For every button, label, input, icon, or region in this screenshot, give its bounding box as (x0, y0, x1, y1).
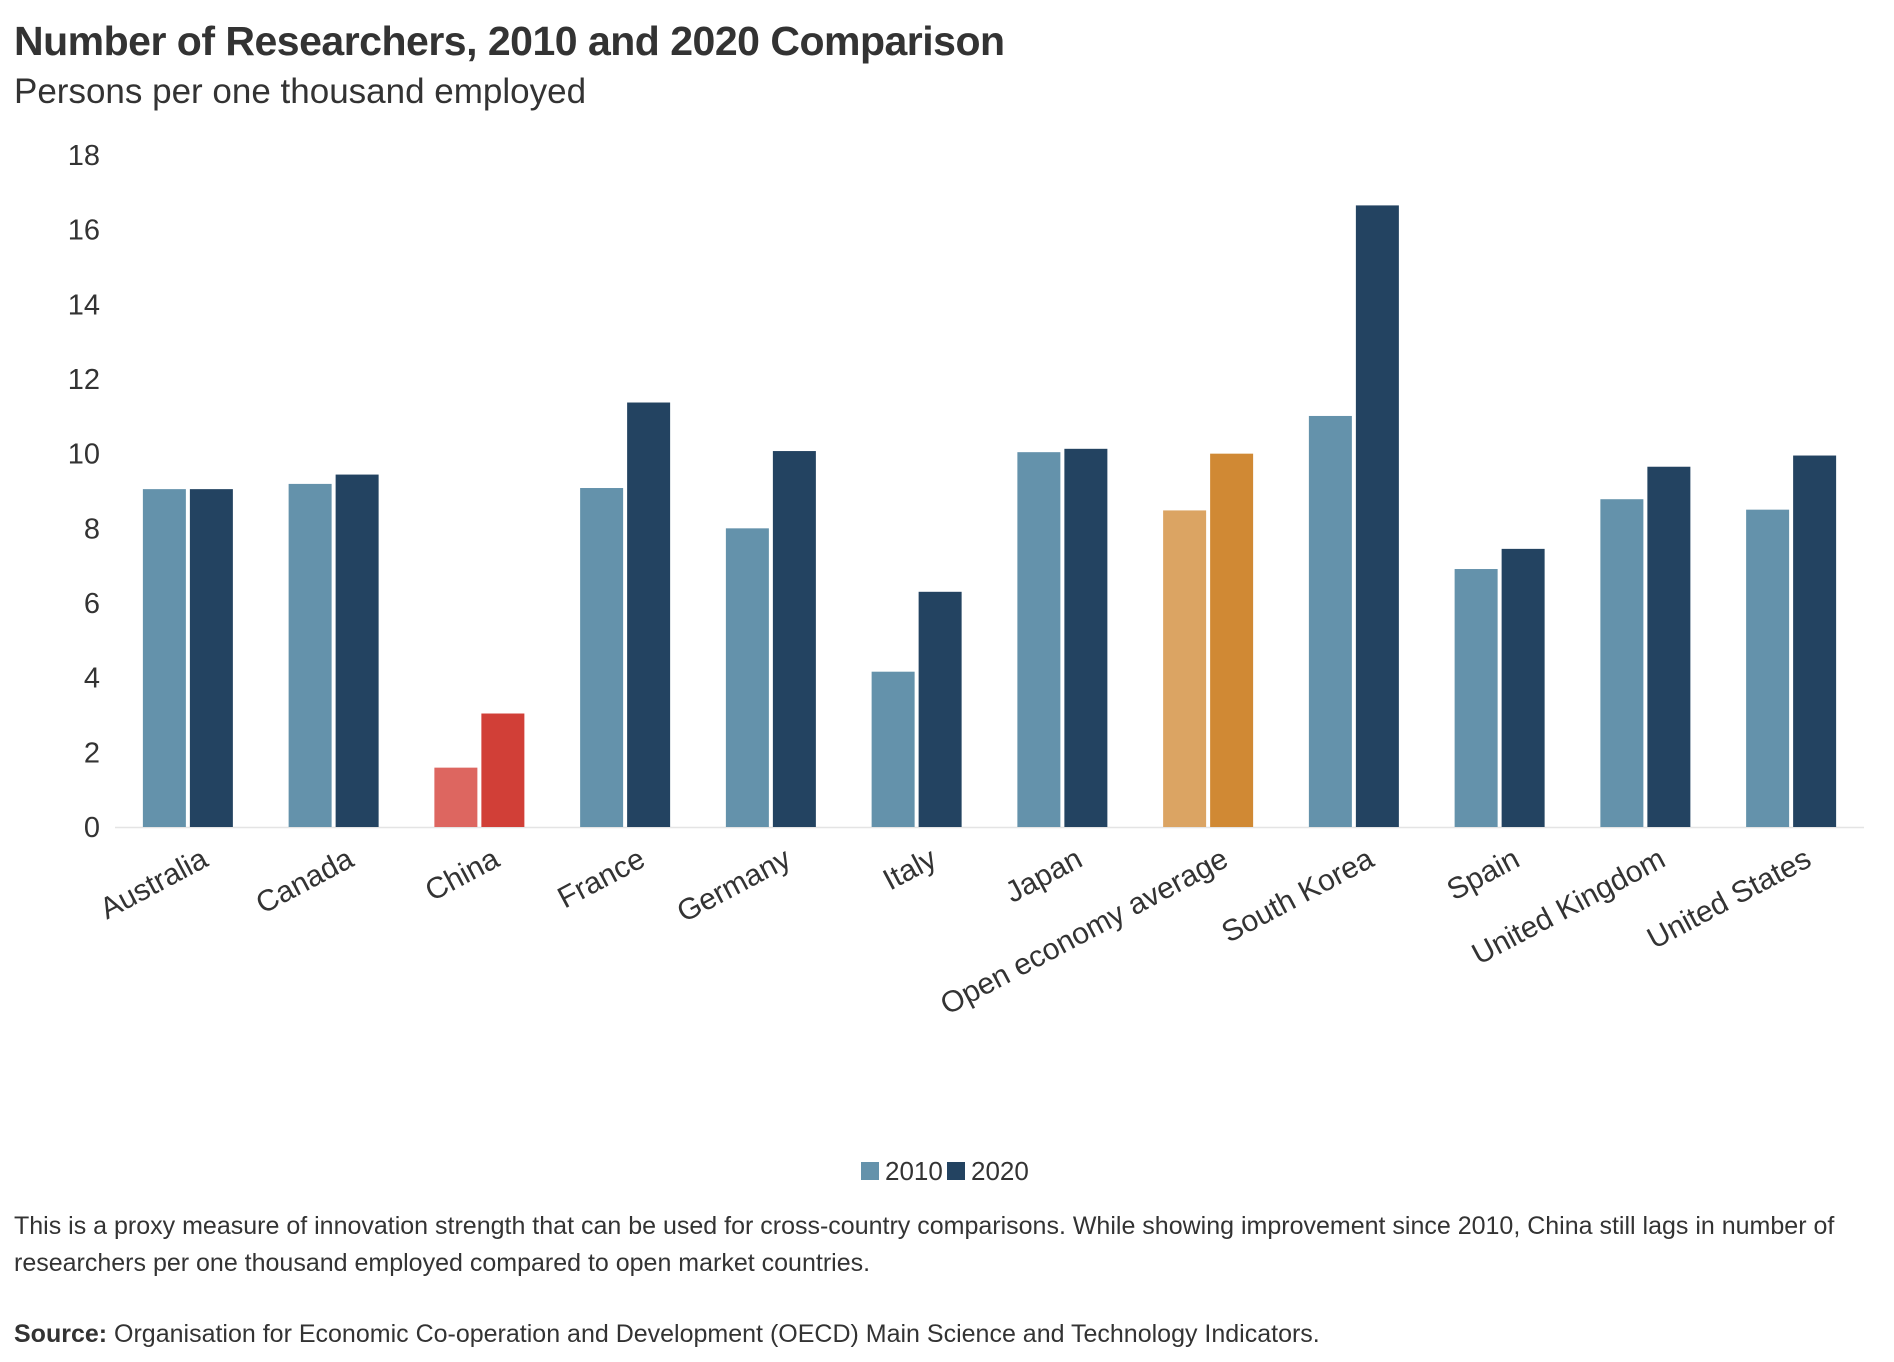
x-tick-label: Germany (672, 842, 796, 929)
x-tick-label: South Korea (1216, 842, 1379, 950)
bar-2010-united-kingdom (1600, 499, 1644, 827)
bar-2010-italy (871, 671, 915, 827)
bar-2020-china (481, 713, 525, 827)
x-tick-label: Italy (878, 842, 942, 897)
source-label: Source: (14, 1320, 108, 1348)
bar-2020-germany (772, 451, 816, 827)
bar-2020-italy (918, 591, 962, 827)
bar-2010-spain (1454, 569, 1498, 827)
bar-2020-canada (335, 474, 379, 827)
chart-note: This is a proxy measure of innovation st… (14, 1212, 1835, 1277)
chart-title: Number of Researchers, 2010 and 2020 Com… (14, 18, 1005, 64)
bar-2010-japan (1017, 452, 1061, 827)
y-tick-label: 6 (84, 588, 100, 620)
y-tick-label: 4 (84, 663, 100, 695)
y-tick-label: 0 (84, 812, 100, 844)
bar-2010-china (434, 767, 478, 827)
bar-2020-france (627, 402, 671, 827)
y-tick-label: 2 (84, 737, 100, 769)
bar-2010-south-korea (1308, 415, 1352, 827)
bar-2010-united-states (1746, 509, 1790, 827)
legend-swatch-2010 (861, 1162, 879, 1180)
legend-label-2010: 2010 (885, 1156, 943, 1186)
bar-2010-canada (288, 483, 332, 827)
legend-swatch-2020 (947, 1162, 965, 1180)
x-tick-label: France (552, 842, 650, 915)
bar-2010-australia (142, 489, 186, 827)
y-tick-label: 8 (84, 513, 100, 545)
y-tick-label: 10 (68, 439, 100, 471)
bar-2020-open-economy-average (1210, 453, 1254, 827)
bar-2010-france (580, 488, 624, 827)
bar-2020-south-korea (1355, 205, 1399, 827)
y-tick-label: 12 (68, 364, 100, 396)
bar-2010-open-economy-average (1163, 510, 1207, 827)
y-tick-label: 14 (68, 289, 100, 321)
legend-label-2020: 2020 (971, 1156, 1029, 1186)
y-tick-label: 18 (68, 140, 100, 172)
source-text: Organisation for Economic Co-operation a… (107, 1320, 1320, 1348)
bar-2010-germany (725, 528, 769, 827)
y-tick-label: 16 (68, 215, 100, 247)
bar-2020-japan (1064, 448, 1108, 827)
x-tick-label: Australia (95, 842, 214, 926)
chart-subtitle: Persons per one thousand employed (14, 72, 587, 111)
x-tick-label: China (420, 842, 505, 908)
bar-2020-australia (189, 489, 233, 827)
bar-2020-united-kingdom (1647, 466, 1691, 827)
bar-2020-spain (1501, 548, 1545, 827)
x-tick-label: Canada (251, 842, 360, 921)
x-tick-label: Spain (1442, 842, 1525, 907)
chart-source: Source: Organisation for Economic Co-ope… (14, 1320, 1320, 1349)
x-tick-label: United States (1642, 842, 1817, 956)
x-tick-label: Japan (1000, 842, 1088, 910)
bar-2020-united-states (1793, 455, 1837, 827)
